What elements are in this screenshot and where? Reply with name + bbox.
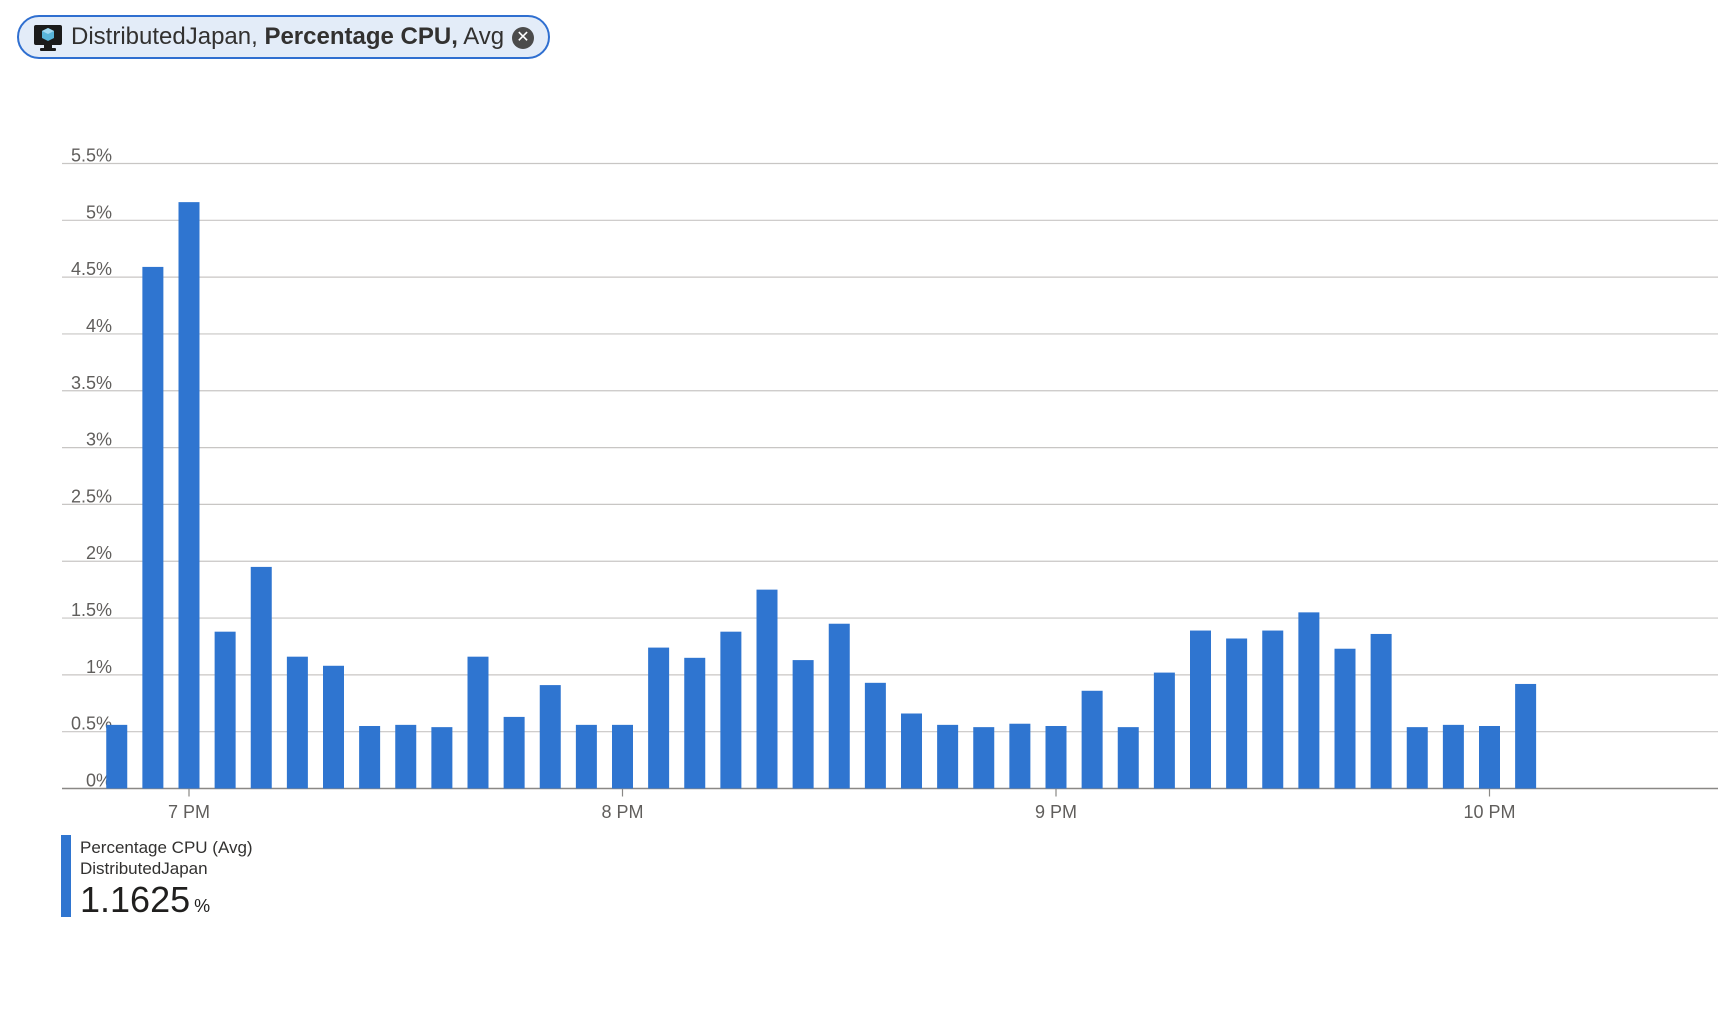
- bar[interactable]: [792, 660, 814, 789]
- bar[interactable]: [648, 647, 670, 789]
- bar[interactable]: [1334, 648, 1356, 789]
- bar[interactable]: [684, 657, 706, 789]
- bar[interactable]: [901, 713, 922, 789]
- y-tick-label: 5%: [86, 202, 112, 222]
- x-tick-label: 8 PM: [601, 802, 643, 822]
- legend-metric-label: Percentage CPU (Avg): [80, 838, 253, 857]
- legend-resource-label: DistributedJapan: [80, 859, 208, 878]
- bar[interactable]: [250, 566, 272, 789]
- y-tick-label: 3.5%: [71, 373, 112, 393]
- pill-metric: Percentage CPU,: [264, 23, 458, 50]
- bar[interactable]: [214, 631, 236, 789]
- bar-chart: 0% 0.5% 1% 1.5% 2% 2.5% 3% 3.5% 4% 4.5% 5% 5.5% 7 P…: [62, 146, 1718, 822]
- legend-value: 1.1625: [80, 879, 191, 920]
- bar[interactable]: [828, 623, 850, 789]
- bar[interactable]: [1262, 630, 1284, 789]
- bar[interactable]: [539, 685, 561, 789]
- bar[interactable]: [1226, 638, 1248, 789]
- bar[interactable]: [720, 631, 742, 789]
- bar[interactable]: [1009, 723, 1031, 789]
- bar[interactable]: [1190, 630, 1211, 789]
- y-tick-label: 1.5%: [71, 600, 112, 620]
- bar[interactable]: [756, 589, 778, 789]
- bar[interactable]: [1515, 683, 1537, 789]
- y-tick-label: 3%: [86, 430, 112, 450]
- bar[interactable]: [431, 727, 453, 789]
- bar[interactable]: [323, 665, 344, 789]
- bar[interactable]: [1479, 726, 1500, 789]
- bar[interactable]: [178, 202, 200, 789]
- bar[interactable]: [1153, 672, 1175, 789]
- legend-unit: %: [194, 896, 211, 916]
- bar[interactable]: [864, 682, 886, 789]
- bar[interactable]: [106, 724, 128, 789]
- bar[interactable]: [973, 727, 995, 789]
- bar[interactable]: [1442, 724, 1464, 789]
- bar[interactable]: [1045, 726, 1067, 789]
- legend-swatch: [61, 835, 71, 917]
- bar[interactable]: [1298, 612, 1320, 789]
- bar[interactable]: [286, 656, 308, 789]
- y-tick-label: 2%: [86, 543, 112, 563]
- bar[interactable]: [1370, 633, 1392, 789]
- close-icon[interactable]: ✕: [512, 27, 534, 49]
- y-tick-label: 0.5%: [71, 714, 112, 734]
- y-tick-label: 4.5%: [71, 259, 112, 279]
- legend-summary: 1.1625%: [80, 879, 210, 921]
- bars: [106, 202, 1537, 789]
- bar[interactable]: [467, 656, 489, 789]
- bar[interactable]: [359, 726, 381, 789]
- y-tick-label: 2.5%: [71, 486, 112, 506]
- y-axis-labels: 0% 0.5% 1% 1.5% 2% 2.5% 3% 3.5% 4% 4.5% 5% 5.5%: [71, 146, 112, 791]
- metric-filter-pill[interactable]: DistributedJapan, Percentage CPU, Avg ✕: [17, 15, 550, 59]
- bar[interactable]: [937, 724, 959, 789]
- x-tick-label: 7 PM: [168, 802, 210, 822]
- vm-icon: [33, 22, 63, 52]
- pill-label: DistributedJapan, Percentage CPU, Avg: [71, 23, 504, 51]
- bar[interactable]: [1117, 727, 1139, 789]
- y-tick-label: 4%: [86, 316, 112, 336]
- bar[interactable]: [1406, 727, 1428, 789]
- y-tick-label: 5.5%: [71, 146, 112, 166]
- bar[interactable]: [612, 724, 633, 789]
- x-tick-label: 9 PM: [1035, 802, 1077, 822]
- bar[interactable]: [142, 266, 164, 789]
- pill-resource: DistributedJapan,: [71, 23, 258, 50]
- x-axis: 7 PM 8 PM 9 PM 10 PM: [168, 788, 1516, 822]
- bar[interactable]: [395, 724, 417, 789]
- y-tick-label: 1%: [86, 657, 112, 677]
- y-tick-label: 0%: [86, 771, 112, 791]
- pill-aggregation: Avg: [463, 23, 505, 50]
- x-tick-label: 10 PM: [1463, 802, 1515, 822]
- bar[interactable]: [503, 716, 525, 789]
- bar[interactable]: [1081, 690, 1103, 789]
- bar[interactable]: [575, 724, 597, 789]
- gridlines: [62, 162, 1718, 790]
